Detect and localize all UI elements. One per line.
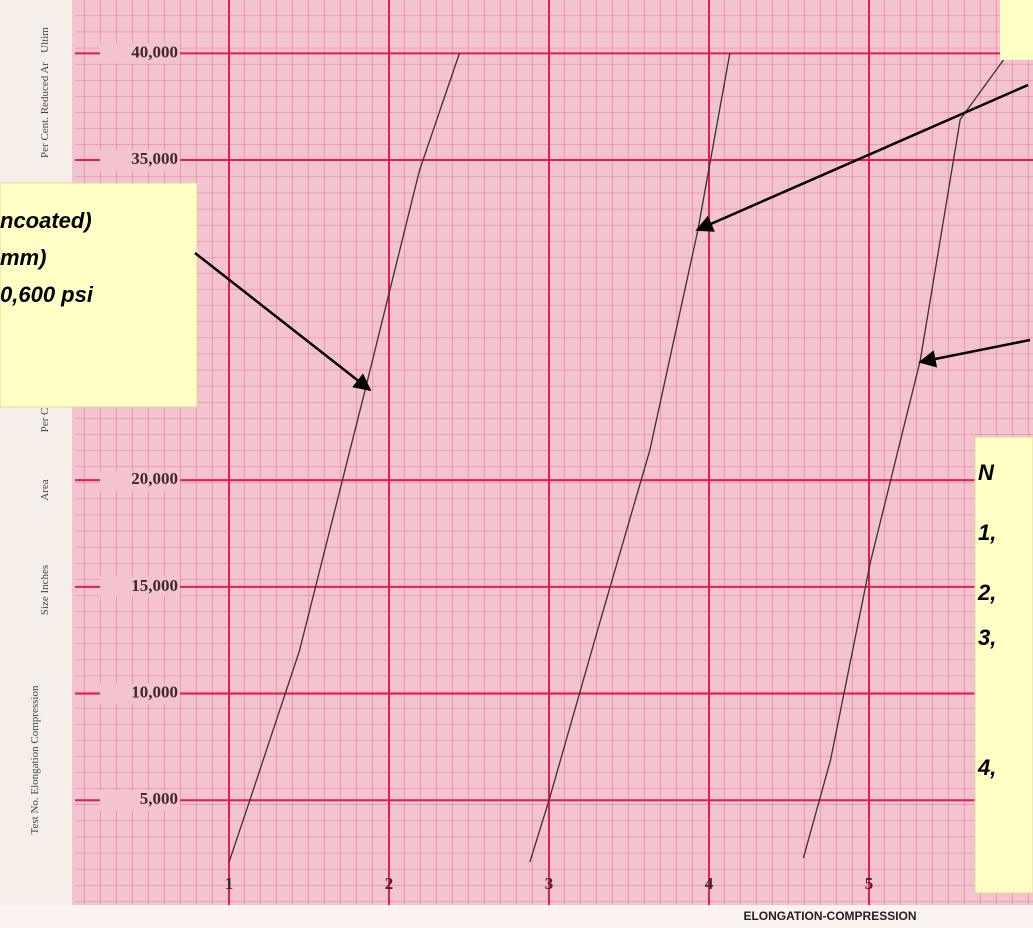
x-tick-label: 5 <box>865 874 874 893</box>
x-tick-label: 4 <box>705 874 714 893</box>
side-label: Area <box>39 479 51 500</box>
y-tick-label: 10,000 <box>131 682 178 701</box>
annotation-text: 3, <box>978 625 996 650</box>
x-tick-label: 2 <box>385 874 394 893</box>
chart: 1 2 3 4 5 5,000 10,000 15,000 20,000 35,000 40,000… <box>0 0 1033 928</box>
y-tick-label: 15,000 <box>131 576 178 595</box>
x-tick-label: 1 <box>225 874 234 893</box>
annotation-box <box>1000 0 1033 60</box>
annotation-text: N <box>978 460 995 485</box>
side-label: Test No. Elongation Compression <box>29 685 41 834</box>
annotation-box <box>975 437 1033 893</box>
y-tick-label: 20,000 <box>131 469 178 488</box>
x-tick-label: 3 <box>545 874 554 893</box>
annotation-text: 2, <box>977 580 996 605</box>
annotation-text: mm) <box>0 245 46 270</box>
y-tick-label: 5,000 <box>140 789 178 808</box>
y-tick-label: 40,000 <box>131 42 178 61</box>
annotation-text: ncoated) <box>0 208 92 233</box>
annotation-text: 4, <box>977 755 996 780</box>
x-axis-label: ELONGATION-COMPRESSION <box>743 909 916 923</box>
side-label: Ultim <box>39 27 51 53</box>
side-label: Per Cent. Reduced Ar <box>39 62 51 158</box>
side-label: Per C <box>39 408 51 433</box>
minor-grid <box>75 0 1033 905</box>
annotation-text: 0,600 psi <box>0 282 94 307</box>
y-tick-label: 35,000 <box>131 149 178 168</box>
side-label: Size Inches <box>39 565 51 615</box>
annotation-text: 1, <box>978 520 996 545</box>
